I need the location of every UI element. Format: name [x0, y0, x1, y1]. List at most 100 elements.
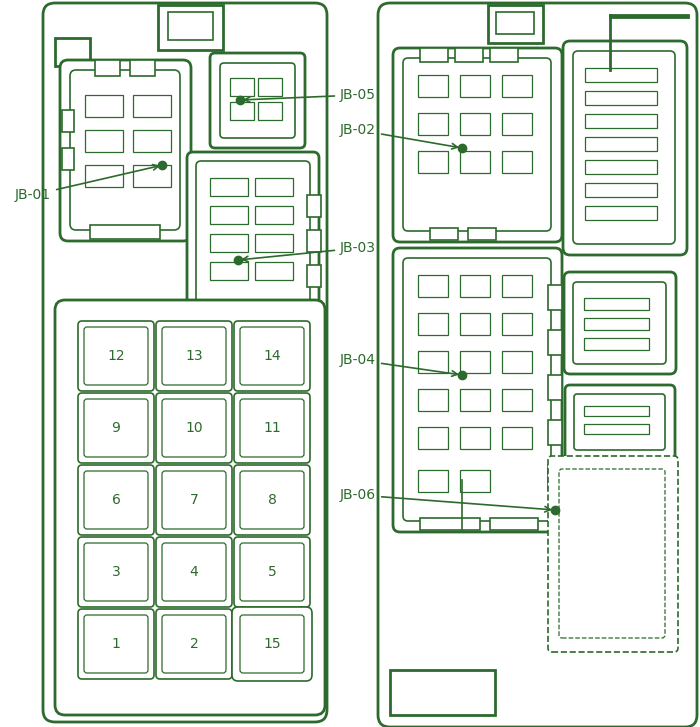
Bar — [502, 113, 532, 135]
Bar — [418, 389, 448, 411]
FancyBboxPatch shape — [162, 543, 226, 601]
FancyBboxPatch shape — [196, 161, 310, 304]
FancyBboxPatch shape — [403, 258, 551, 521]
Bar — [548, 465, 562, 490]
FancyBboxPatch shape — [565, 385, 675, 460]
Bar — [133, 95, 171, 117]
Bar — [430, 228, 458, 240]
Bar — [455, 48, 483, 62]
Bar — [502, 275, 532, 297]
Bar — [258, 78, 282, 96]
Bar — [585, 68, 657, 82]
FancyBboxPatch shape — [156, 321, 232, 391]
FancyBboxPatch shape — [548, 456, 678, 652]
Bar — [133, 165, 171, 187]
Bar — [585, 183, 657, 197]
Text: 13: 13 — [186, 349, 203, 363]
Text: 9: 9 — [111, 421, 120, 435]
FancyBboxPatch shape — [559, 469, 665, 638]
FancyBboxPatch shape — [564, 272, 676, 374]
FancyBboxPatch shape — [78, 465, 154, 535]
Bar — [460, 351, 490, 373]
Bar — [168, 12, 213, 40]
Bar — [255, 178, 293, 196]
FancyBboxPatch shape — [240, 471, 304, 529]
Bar — [610, 15, 688, 17]
Bar — [95, 60, 120, 76]
Bar — [210, 300, 265, 312]
Bar — [548, 285, 562, 310]
Bar — [418, 275, 448, 297]
Bar — [502, 75, 532, 97]
FancyBboxPatch shape — [234, 465, 310, 535]
Bar — [585, 160, 657, 174]
Text: JB-03: JB-03 — [243, 241, 376, 262]
FancyBboxPatch shape — [234, 321, 310, 391]
Bar — [585, 137, 657, 151]
Bar — [584, 318, 649, 330]
Bar — [307, 195, 321, 217]
FancyBboxPatch shape — [156, 609, 232, 679]
FancyBboxPatch shape — [234, 393, 310, 463]
FancyBboxPatch shape — [393, 48, 562, 242]
Bar — [307, 265, 321, 287]
Bar — [418, 151, 448, 173]
Bar — [490, 518, 538, 530]
Bar — [488, 5, 543, 43]
FancyBboxPatch shape — [574, 394, 665, 450]
Text: JB-06: JB-06 — [340, 488, 550, 512]
Text: 6: 6 — [111, 493, 120, 507]
FancyBboxPatch shape — [156, 537, 232, 607]
FancyBboxPatch shape — [393, 248, 562, 532]
FancyBboxPatch shape — [84, 327, 148, 385]
Bar — [307, 230, 321, 252]
FancyBboxPatch shape — [84, 543, 148, 601]
Bar — [460, 275, 490, 297]
Bar — [502, 351, 532, 373]
Bar — [460, 470, 490, 492]
Bar — [584, 298, 649, 310]
Bar — [418, 313, 448, 335]
FancyBboxPatch shape — [232, 607, 312, 681]
Text: JB-04: JB-04 — [340, 353, 457, 377]
FancyBboxPatch shape — [84, 615, 148, 673]
Bar — [460, 427, 490, 449]
Bar — [255, 206, 293, 224]
FancyBboxPatch shape — [210, 53, 305, 148]
Bar — [130, 60, 155, 76]
FancyBboxPatch shape — [573, 51, 675, 244]
FancyBboxPatch shape — [573, 282, 666, 364]
Bar — [460, 389, 490, 411]
Bar — [62, 110, 74, 132]
Bar — [85, 130, 123, 152]
Text: 8: 8 — [267, 493, 276, 507]
Text: 10: 10 — [186, 421, 203, 435]
Text: 1: 1 — [111, 637, 120, 651]
Bar — [85, 95, 123, 117]
Text: 7: 7 — [190, 493, 198, 507]
Bar — [133, 130, 171, 152]
FancyBboxPatch shape — [240, 615, 304, 673]
Bar — [255, 262, 293, 280]
Bar — [418, 351, 448, 373]
Bar — [585, 91, 657, 105]
Bar — [460, 75, 490, 97]
Bar — [158, 5, 223, 50]
Text: 2: 2 — [190, 637, 198, 651]
Bar — [418, 75, 448, 97]
Bar — [548, 375, 562, 400]
Bar — [502, 427, 532, 449]
Bar — [418, 470, 448, 492]
Bar — [230, 78, 254, 96]
FancyBboxPatch shape — [156, 465, 232, 535]
FancyBboxPatch shape — [60, 60, 191, 241]
FancyBboxPatch shape — [156, 393, 232, 463]
Bar — [468, 228, 496, 240]
FancyBboxPatch shape — [162, 399, 226, 457]
Text: 5: 5 — [267, 565, 276, 579]
FancyBboxPatch shape — [55, 300, 325, 715]
Text: 12: 12 — [107, 349, 125, 363]
FancyBboxPatch shape — [43, 3, 327, 722]
Text: 14: 14 — [263, 349, 281, 363]
Bar — [210, 234, 248, 252]
